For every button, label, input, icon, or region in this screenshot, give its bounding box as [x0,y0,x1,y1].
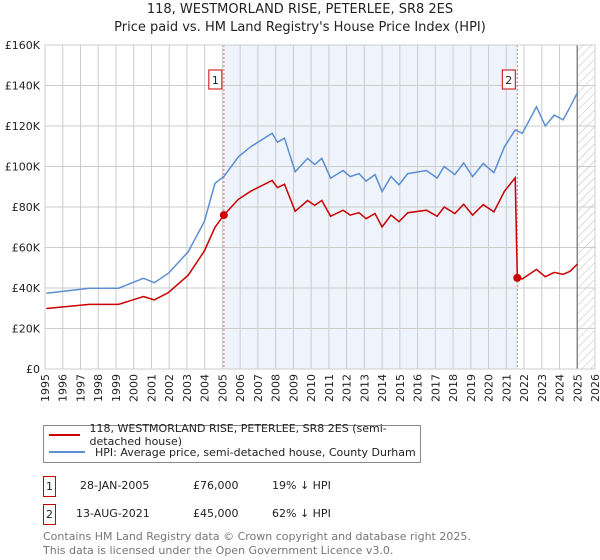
sale-hpi-diff: 62% ↓ HPI [272,507,331,520]
x-tick-label: 2001 [145,374,158,402]
x-tick-label: 2021 [500,374,513,402]
legend-item-hpi: HPI: Average price, semi-detached house,… [49,444,416,460]
property-price-line [46,175,578,310]
sale-row: 2 13-AUG-2021 £45,000 62% ↓ HPI [43,504,543,525]
plot-frame [44,44,596,370]
x-tick-label: 2017 [429,374,442,402]
legend-swatch-blue [49,451,85,453]
legend-swatch-red [49,434,80,436]
sale-row: 1 28-JAN-2005 £76,000 19% ↓ HPI [43,476,543,497]
x-tick-label: 2016 [412,374,425,402]
hpi-line [46,92,578,295]
x-tick-label: 1998 [92,374,105,402]
y-tick-label: £160K [5,39,41,52]
sale-label: 1 [212,74,219,87]
x-tick-label: 2006 [234,374,247,402]
x-tick-label: 2019 [465,374,478,402]
footer-copyright: Contains HM Land Registry data © Crown c… [43,530,471,543]
x-tick-label: 2003 [181,374,194,402]
x-tick-label: 2004 [199,374,212,402]
legend: 118, WESTMORLAND RISE, PETERLEE, SR8 2ES… [43,422,421,463]
x-tick-label: 2000 [128,374,141,402]
x-tick-label: 1995 [39,374,52,402]
x-tick-label: 2015 [394,374,407,402]
y-tick-label: £20K [12,323,41,336]
legend-label-property: 118, WESTMORLAND RISE, PETERLEE, SR8 2ES… [89,422,387,448]
y-tick-label: £100K [5,161,41,174]
sale-date: 13-AUG-2021 [76,507,150,520]
y-tick-label: £80K [12,201,41,214]
footer-licence: This data is licensed under the Open Gov… [43,544,394,557]
y-tick-label: £140K [5,80,41,93]
y-tick-label: £0 [26,363,40,376]
x-tick-label: 2020 [483,374,496,402]
x-tick-label: 2013 [358,374,371,402]
chart-title: 118, WESTMORLAND RISE, PETERLEE, SR8 2ES [146,2,454,17]
price-chart: 1995 1996 1997 1998 1999 2000 2001 2002 2003 2004… [5,39,600,402]
x-tick-label: 2007 [252,374,265,402]
x-tick-label: 2010 [305,374,318,402]
x-tick-label: 1999 [110,374,123,402]
legend-label-hpi: HPI: Average price, semi-detached house,… [95,445,416,459]
x-tick-label: 2026 [589,374,600,402]
x-tick-label: 2005 [216,374,229,402]
sale-label-box [208,69,223,90]
x-tick-label: 2012 [341,374,354,402]
x-tick-label: 2008 [270,374,283,402]
x-tick-label: 1996 [57,374,70,402]
sale-hpi-diff: 19% ↓ HPI [272,479,331,492]
sale-point [219,211,228,220]
sale-label-box [501,69,516,90]
x-tick-label: 2014 [376,374,389,402]
y-tick-label: £120K [5,120,41,133]
x-tick-label: 2002 [163,374,176,402]
sale-price: £45,000 [193,507,239,520]
x-tick-label: 2023 [536,374,549,402]
sale-date: 28-JAN-2005 [80,479,150,492]
x-tick-label: 2011 [323,374,336,402]
sale-price: £76,000 [193,479,239,492]
x-tick-label: 2025 [571,374,584,402]
sale-label: 2 [505,74,512,87]
chart-subtitle: Price paid vs. HM Land Registry's House … [114,20,486,35]
sale-marker-badge: 2 [43,504,56,525]
y-tick-label: £60K [12,242,41,255]
legend-item-property: 118, WESTMORLAND RISE, PETERLEE, SR8 2ES… [49,422,420,448]
x-tick-label: 2024 [554,374,567,402]
sale-marker-badge: 1 [43,476,56,497]
y-tick-label: £40K [12,282,41,295]
x-tick-label: 1997 [74,374,87,402]
x-tick-label: 2018 [447,374,460,402]
sale-point [513,273,522,282]
x-tick-label: 2022 [518,374,531,402]
x-tick-label: 2009 [287,374,300,402]
